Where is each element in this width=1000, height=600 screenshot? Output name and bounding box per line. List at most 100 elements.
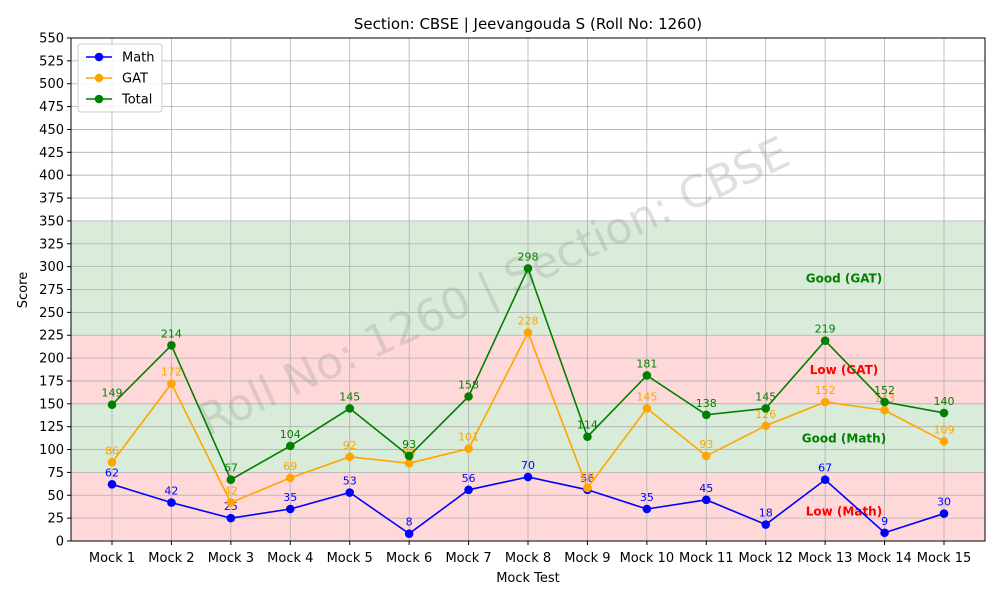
data-point <box>167 340 176 350</box>
y-tick-label: 75 <box>47 466 64 481</box>
x-tick-label: Mock 11 <box>679 551 734 566</box>
x-tick-label: Mock 13 <box>798 551 853 566</box>
data-label: 181 <box>636 357 657 370</box>
band-label-0: Low (Math) <box>806 505 882 519</box>
x-tick-label: Mock 3 <box>208 551 254 566</box>
data-label: 42 <box>164 485 178 498</box>
data-point <box>345 488 355 497</box>
y-tick-label: 175 <box>39 374 64 389</box>
data-label: 298 <box>518 250 539 263</box>
x-tick-label: Mock 15 <box>917 551 972 566</box>
x-tick-label: Mock 5 <box>327 551 373 566</box>
data-label: 114 <box>577 419 598 432</box>
data-label: 45 <box>699 482 713 495</box>
data-point <box>701 410 711 420</box>
data-point <box>642 371 652 380</box>
x-tick-label: Mock 14 <box>857 551 912 566</box>
data-label: 152 <box>874 384 895 397</box>
data-label: 30 <box>937 496 951 509</box>
x-tick-label: Mock 1 <box>89 551 135 566</box>
y-tick-label: 50 <box>47 489 64 504</box>
data-point <box>167 498 176 507</box>
series-total: 149 214 67 104 145 93 158 298 114 181 138 145 219 152… <box>102 250 955 485</box>
y-tick-label: 100 <box>39 443 64 458</box>
data-label: 67 <box>224 462 238 475</box>
data-point <box>226 513 236 523</box>
data-label: 9 <box>881 515 888 528</box>
y-tick-label: 375 <box>39 192 64 207</box>
data-point <box>107 400 117 410</box>
data-label: 53 <box>343 475 357 488</box>
data-label: 172 <box>161 366 182 379</box>
y-tick-label: 300 <box>39 260 64 275</box>
data-point <box>464 392 473 401</box>
data-point <box>285 473 295 483</box>
data-label: 101 <box>458 431 479 444</box>
x-tick-label: Mock 7 <box>445 551 491 566</box>
y-tick-label: 525 <box>39 54 64 69</box>
x-tick-label: Mock 12 <box>738 551 793 566</box>
data-label: 42 <box>224 485 238 498</box>
data-label: 152 <box>815 384 836 397</box>
legend-label-gat: GAT <box>122 72 148 87</box>
data-point <box>404 451 414 461</box>
y-tick-label: 125 <box>39 420 64 435</box>
y-tick-label: 325 <box>39 237 64 252</box>
data-point <box>583 432 592 442</box>
y-axis-ticks: 0 25 50 75 100 125 150 175 200 225 250 275 300 325 350… <box>39 32 71 550</box>
band-label-2: Low (GAT) <box>810 363 879 377</box>
data-label: 69 <box>283 460 297 473</box>
data-label: 104 <box>280 428 301 441</box>
data-point <box>642 504 652 514</box>
data-point <box>167 379 176 388</box>
band-labels: Low (Math) Good (Math) Low (GAT) Good (GAT) <box>802 272 886 519</box>
data-label: 145 <box>636 390 657 403</box>
y-tick-label: 275 <box>39 283 64 298</box>
x-tick-label: Mock 10 <box>620 551 675 566</box>
data-point <box>464 485 473 495</box>
data-label: 70 <box>521 459 535 472</box>
data-point <box>820 475 830 485</box>
series-lines: 6242253553856705635451867930861724269928… <box>102 250 955 538</box>
legend-marker-math <box>94 52 104 62</box>
data-point <box>880 528 889 538</box>
data-point <box>404 529 414 538</box>
data-label: 140 <box>934 395 955 408</box>
data-label: 158 <box>458 379 479 392</box>
data-label: 92 <box>343 439 357 452</box>
y-tick-label: 500 <box>39 77 64 92</box>
x-tick-label: Mock 4 <box>267 551 313 566</box>
y-tick-label: 25 <box>47 512 64 527</box>
y-tick-label: 400 <box>39 169 64 184</box>
data-label: 126 <box>755 408 776 421</box>
data-point <box>820 397 830 407</box>
x-tick-label: Mock 6 <box>386 551 432 566</box>
band-label-1: Good (Math) <box>802 432 886 446</box>
band-label-3: Good (GAT) <box>806 272 882 286</box>
data-point <box>701 451 711 461</box>
y-tick-label: 475 <box>39 100 64 115</box>
data-point <box>107 458 117 467</box>
y-tick-label: 250 <box>39 306 64 321</box>
data-point <box>761 404 771 413</box>
data-point <box>939 437 949 446</box>
y-tick-label: 350 <box>39 214 64 229</box>
data-point <box>226 475 236 485</box>
data-label: 145 <box>755 390 776 403</box>
data-label: 62 <box>105 466 119 479</box>
y-tick-label: 200 <box>39 352 64 367</box>
legend-label-total: Total <box>121 93 152 108</box>
data-point <box>880 405 889 415</box>
data-label: 56 <box>580 472 594 485</box>
data-label: 138 <box>696 397 717 410</box>
data-label: 149 <box>102 387 123 400</box>
data-label: 86 <box>105 444 119 457</box>
data-point <box>701 495 711 505</box>
x-axis-label: Mock Test <box>496 571 560 586</box>
y-tick-label: 550 <box>39 32 64 47</box>
data-point <box>583 483 592 493</box>
data-label: 56 <box>462 472 476 485</box>
data-point <box>939 509 949 518</box>
data-point <box>285 504 295 514</box>
